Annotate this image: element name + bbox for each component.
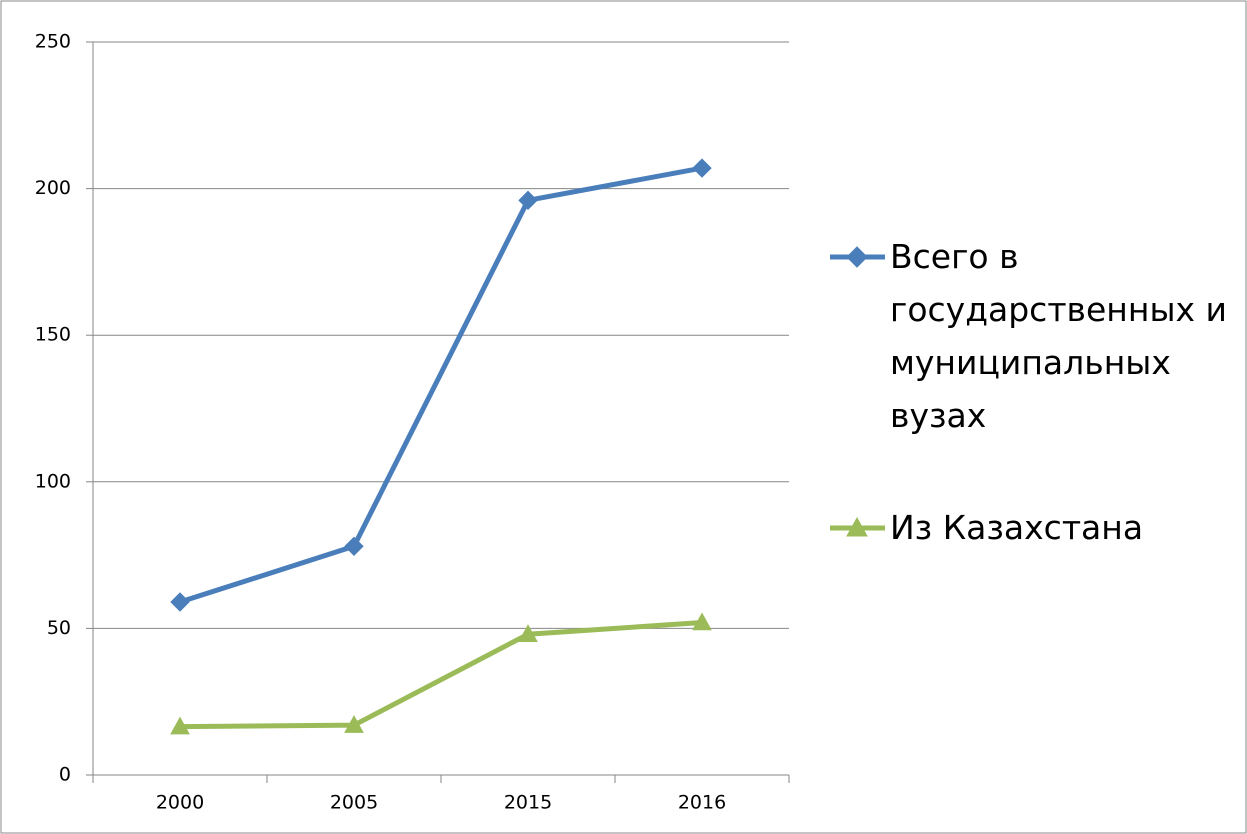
y-tick-label: 0 [59,764,71,786]
marker [170,592,190,612]
x-tick-label: 2000 [156,792,204,814]
legend-label: Из Казахстана [890,508,1144,547]
marker [518,190,538,211]
x-tick-label: 2016 [678,792,726,814]
marker [518,624,538,642]
marker [846,246,868,268]
marker [170,716,190,735]
y-tick-label: 200 [35,177,71,199]
x-tick-label: 2015 [504,792,552,814]
marker [692,612,712,631]
series-line [179,620,703,730]
marker [344,536,364,557]
y-tick-label: 150 [35,324,71,346]
marker [692,158,712,178]
y-tick-label: 50 [47,617,71,639]
y-tick-label: 250 [35,31,71,53]
y-tick-label: 100 [35,470,71,492]
marker [846,516,868,537]
legend-label: Всего в государственных и муниципальных … [890,237,1227,435]
x-tick-label: 2005 [330,792,378,814]
series-line [179,165,703,605]
marker [344,715,364,733]
